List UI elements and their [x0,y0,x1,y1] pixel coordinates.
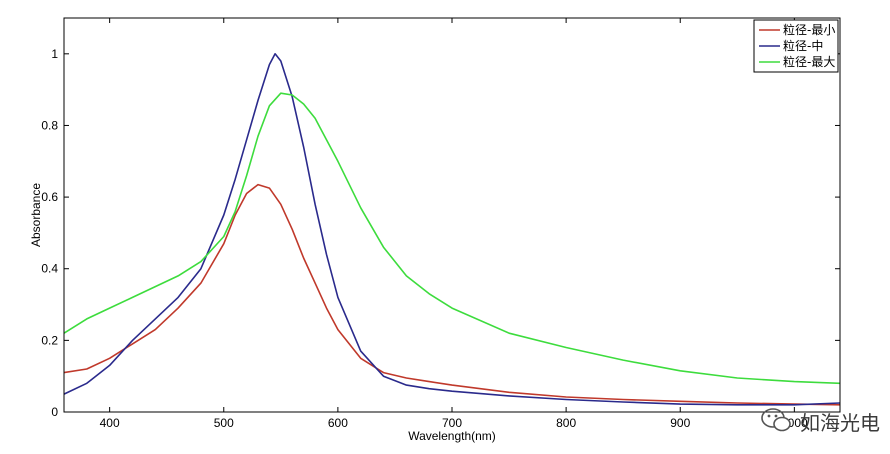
y-tick-label: 0.2 [41,333,58,347]
x-tick-label: 800 [556,416,576,430]
series-layer [63,53,841,406]
y-tick-label: 0.8 [41,118,58,132]
y-tick-label: 1 [51,47,58,61]
legend-label: 粒径-最大 [783,54,835,69]
x-tick-label: 400 [100,416,120,430]
watermark-text: 如海光电 [800,411,880,435]
legend-label: 粒径-中 [783,38,823,53]
series-line-3 [63,92,841,385]
y-tick-label: 0.6 [41,190,58,204]
series-line-2 [63,53,841,406]
wechat-icon [761,408,791,432]
legend-label: 粒径-最小 [783,22,835,37]
y-axis-label: Absorbance [29,183,43,247]
plot-area [64,18,840,412]
x-tick-label: 900 [670,416,690,430]
series-line-1 [63,183,841,406]
y-tick-label: 0.4 [41,262,58,276]
x-axis-label: Wavelength(nm) [408,429,496,443]
y-tick-label: 0 [51,405,58,419]
watermark: 如海光电 [761,408,880,435]
x-tick-label: 500 [214,416,234,430]
x-tick-label: 700 [442,416,462,430]
x-tick-label: 600 [328,416,348,430]
